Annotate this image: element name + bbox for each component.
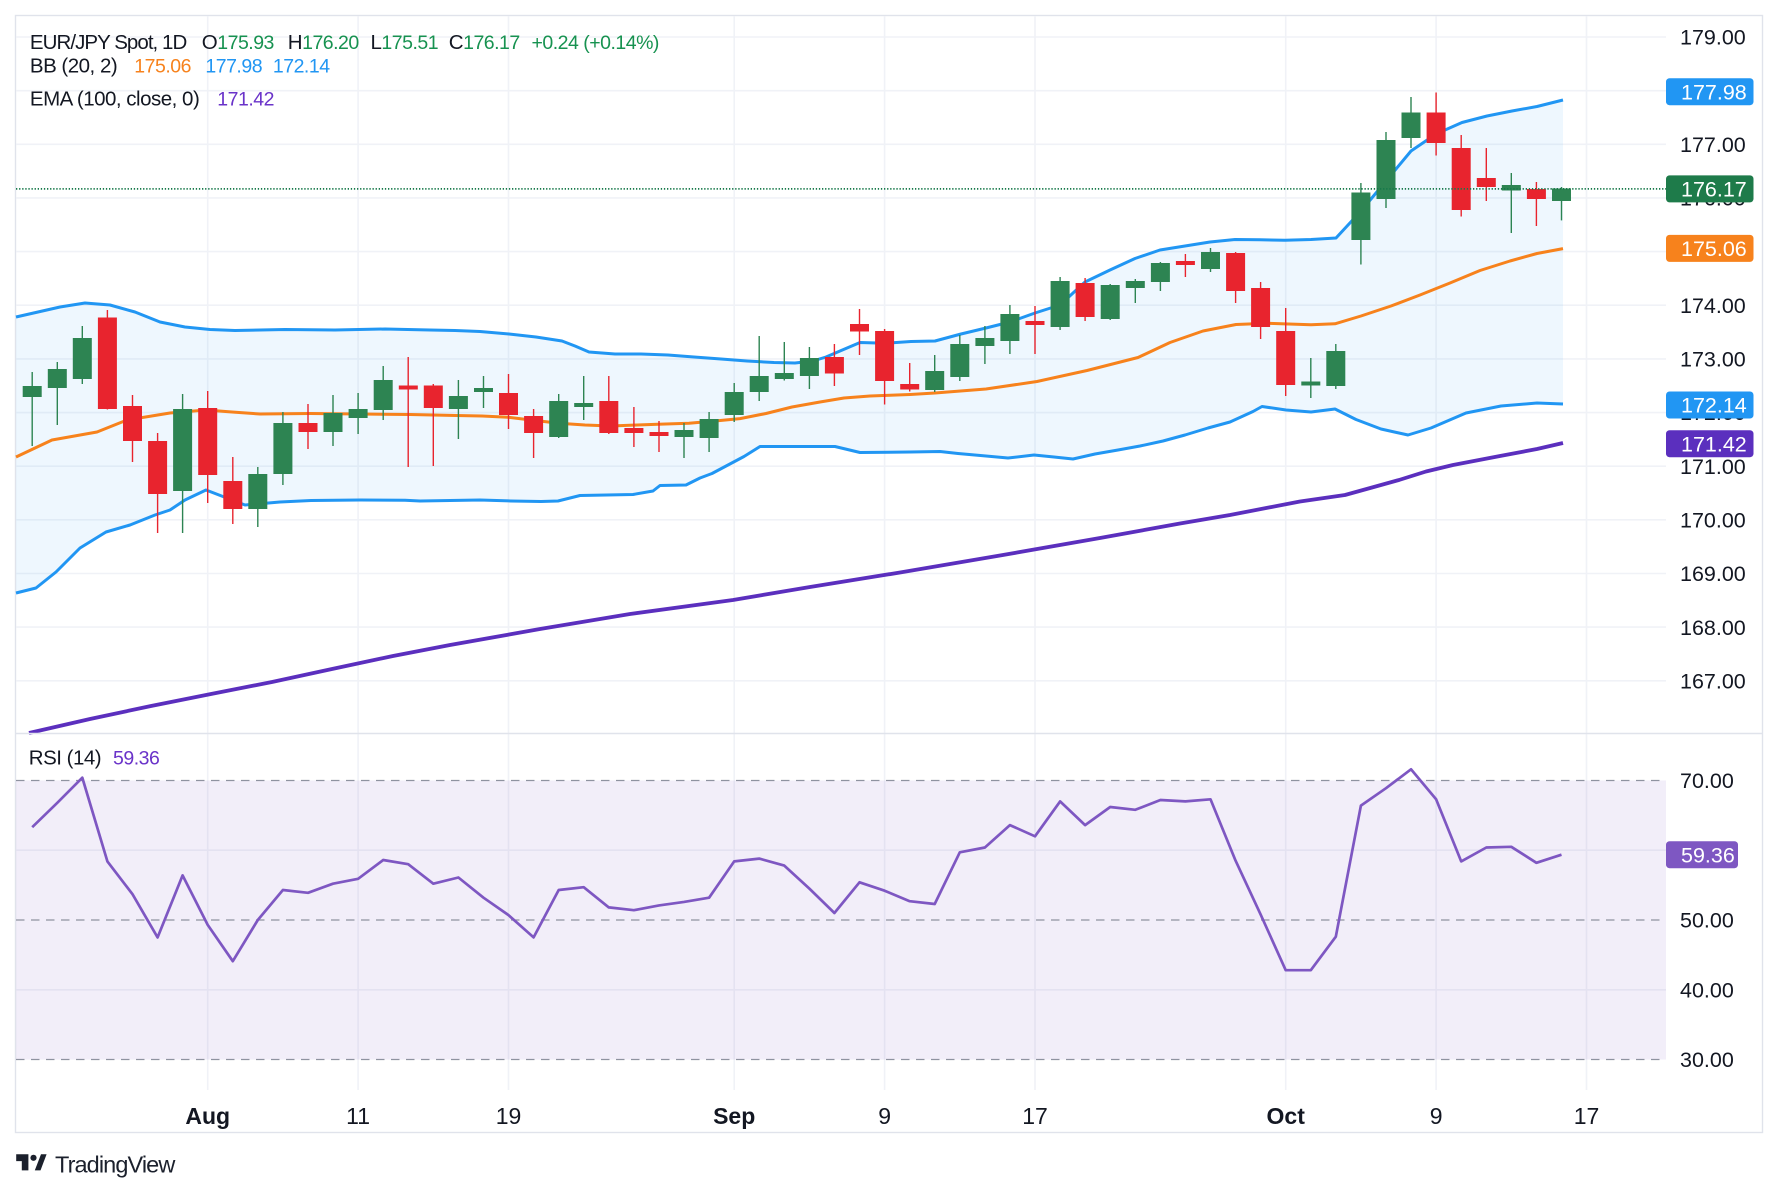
svg-text:40.00: 40.00 (1680, 978, 1734, 1002)
svg-text:50.00: 50.00 (1680, 909, 1734, 933)
svg-text:EUR/JPY Spot, 1D: EUR/JPY Spot, 1D (30, 31, 187, 54)
svg-text:O175.93: O175.93 (202, 31, 274, 54)
svg-text:59.36: 59.36 (113, 748, 159, 770)
svg-text:168.00: 168.00 (1680, 616, 1746, 640)
svg-text:173.00: 173.00 (1680, 348, 1746, 372)
svg-text:177.98: 177.98 (1681, 80, 1747, 104)
svg-text:177.98: 177.98 (205, 56, 262, 78)
svg-text:175.06: 175.06 (134, 56, 191, 78)
svg-text:BB (20, 2): BB (20, 2) (30, 55, 117, 78)
svg-text:H176.20: H176.20 (288, 31, 360, 54)
svg-text:9: 9 (878, 1103, 891, 1129)
svg-text:17: 17 (1022, 1103, 1048, 1129)
svg-text:172.14: 172.14 (273, 56, 330, 78)
svg-text:11: 11 (346, 1103, 370, 1129)
svg-text:9: 9 (1430, 1103, 1443, 1129)
svg-text:179.00: 179.00 (1680, 26, 1746, 50)
svg-text:+0.24 (+0.14%): +0.24 (+0.14%) (532, 32, 659, 54)
svg-text:171.42: 171.42 (1681, 432, 1747, 456)
svg-text:169.00: 169.00 (1680, 562, 1746, 586)
svg-text:17: 17 (1574, 1103, 1600, 1129)
svg-text:Sep: Sep (713, 1103, 755, 1129)
svg-text:Oct: Oct (1267, 1103, 1306, 1129)
svg-text:EMA (100, close, 0): EMA (100, close, 0) (30, 88, 199, 111)
svg-text:176.17: 176.17 (1681, 178, 1747, 202)
svg-text:59.36: 59.36 (1681, 843, 1735, 867)
svg-text:C176.17: C176.17 (449, 31, 520, 54)
svg-text:RSI (14): RSI (14) (29, 747, 101, 770)
svg-text:TradingView: TradingView (55, 1151, 176, 1177)
svg-text:19: 19 (496, 1103, 522, 1129)
svg-text:177.00: 177.00 (1680, 133, 1746, 157)
svg-text:171.42: 171.42 (217, 89, 274, 111)
svg-text:175.06: 175.06 (1681, 237, 1747, 261)
svg-text:167.00: 167.00 (1680, 669, 1746, 693)
svg-text:171.00: 171.00 (1680, 455, 1746, 479)
svg-text:70.00: 70.00 (1680, 769, 1734, 793)
svg-text:170.00: 170.00 (1680, 508, 1746, 532)
svg-text:174.00: 174.00 (1680, 294, 1746, 318)
svg-text:172.14: 172.14 (1681, 394, 1747, 418)
svg-text:30.00: 30.00 (1680, 1048, 1734, 1072)
svg-text:L175.51: L175.51 (371, 31, 439, 54)
svg-text:Aug: Aug (185, 1103, 230, 1129)
